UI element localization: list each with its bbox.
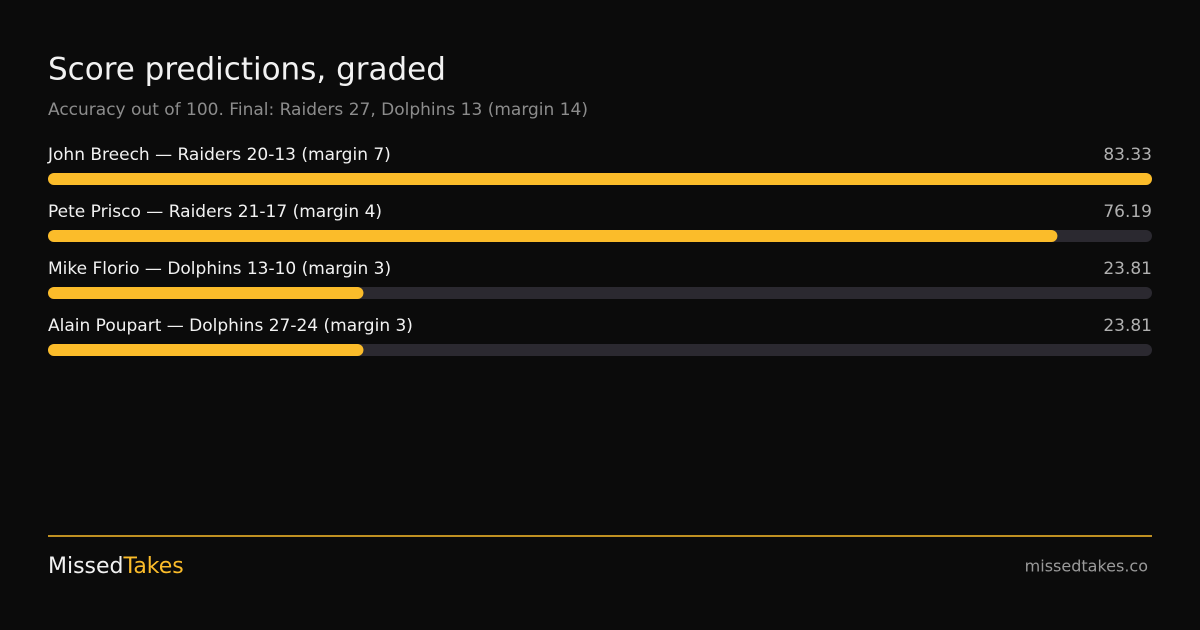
bar-label: Alain Poupart — Dolphins 27-24 (margin 3…	[48, 316, 413, 336]
bar	[48, 173, 1152, 185]
bar-label: John Breech — Raiders 20-13 (margin 7)	[47, 145, 391, 165]
bar-label: Mike Florio — Dolphins 13-10 (margin 3)	[48, 259, 391, 279]
value-label: 23.81	[1103, 316, 1152, 336]
chart-subtitle: Accuracy out of 100. Final: Raiders 27, …	[48, 100, 588, 120]
bar	[48, 287, 364, 299]
chart-title: Score predictions, graded	[48, 52, 446, 88]
bar	[48, 344, 364, 356]
value-label: 76.19	[1103, 202, 1152, 222]
bar-label: Pete Prisco — Raiders 21-17 (margin 4)	[48, 202, 382, 222]
footer-url: missedtakes.co	[1025, 557, 1148, 576]
brand-second: Takes	[123, 554, 184, 579]
value-label: 83.33	[1103, 145, 1152, 165]
value-label: 23.81	[1103, 259, 1152, 279]
brand-first: Missed	[48, 554, 124, 579]
bar	[48, 230, 1058, 242]
brand: MissedTakes	[48, 554, 184, 579]
